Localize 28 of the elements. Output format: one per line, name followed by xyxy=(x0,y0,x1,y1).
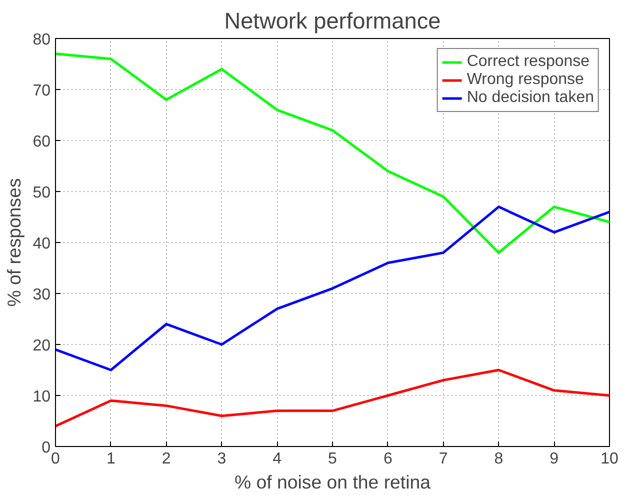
x-axis-title: % of noise on the retina xyxy=(234,472,432,492)
line-series xyxy=(56,52,610,254)
y-tick-label: 20 xyxy=(32,338,51,354)
x-tick-label: 4 xyxy=(272,450,282,468)
y-tick-label: 10 xyxy=(32,388,51,406)
y-tick-label: 0 xyxy=(42,440,51,456)
y-tick-label: 60 xyxy=(32,134,51,150)
x-tick-label: 7 xyxy=(438,450,448,468)
x-tick-label: 10 xyxy=(600,450,618,468)
y-tick-label: 80 xyxy=(32,32,51,48)
chart-title: Network performance xyxy=(224,8,441,34)
line-series xyxy=(56,206,610,372)
legend-label: No decision taken xyxy=(466,89,594,107)
x-tick-label: 2 xyxy=(162,450,171,468)
line-series xyxy=(56,368,610,428)
x-tick-label: 3 xyxy=(217,450,226,468)
y-tick-label: 70 xyxy=(32,82,51,100)
y-tick-label: 30 xyxy=(32,286,51,304)
x-tick-label: 8 xyxy=(494,450,504,468)
x-tick-label: 6 xyxy=(383,450,392,468)
legend-label: Wrong response xyxy=(466,71,584,89)
y-tick-label: 50 xyxy=(32,184,51,202)
y-axis-title: % of responses xyxy=(4,178,25,307)
y-tick-label: 40 xyxy=(32,236,51,252)
x-tick-label: 5 xyxy=(328,450,338,468)
legend-label: Correct response xyxy=(466,53,590,71)
x-tick-label: 9 xyxy=(550,450,559,468)
x-tick-label: 1 xyxy=(106,450,116,468)
